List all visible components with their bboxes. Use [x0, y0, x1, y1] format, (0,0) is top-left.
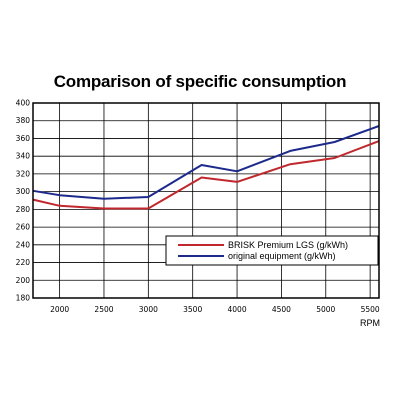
- y-tick-label: 400: [16, 99, 31, 108]
- x-tick-label: 2000: [50, 305, 69, 314]
- chart-title: Comparison of specific consumption: [53, 72, 347, 91]
- series-lines: [32, 125, 380, 210]
- y-tick-label: 300: [16, 187, 31, 196]
- x-tick-label: 3000: [139, 305, 158, 314]
- x-tick-label: 3500: [183, 305, 202, 314]
- y-tick-label: 380: [16, 116, 31, 125]
- legend-label-original: original equipment (g/kWh): [228, 251, 336, 261]
- legend-box: [165, 235, 379, 266]
- y-tick-label: 360: [16, 134, 31, 143]
- series-line-brisk: [32, 140, 380, 210]
- y-tick-label: 340: [16, 152, 31, 161]
- x-axis-ticks: 2000 2500 3000 3500 4000 4500 5000 5500: [50, 305, 380, 314]
- y-tick-label: 240: [16, 240, 31, 249]
- x-tick-label: 2500: [94, 305, 113, 314]
- x-axis-label: RPM: [360, 318, 380, 328]
- y-tick-label: 180: [16, 294, 31, 303]
- legend-label-brisk: BRISK Premium LGS (g/kWh): [228, 240, 348, 250]
- x-tick-label: 4500: [272, 305, 291, 314]
- y-tick-label: 320: [16, 169, 31, 178]
- plot-frame: [32, 102, 380, 299]
- legend: BRISK Premium LGS (g/kWh) original equip…: [165, 235, 379, 266]
- plot-area: [33, 103, 379, 298]
- y-tick-label: 220: [16, 258, 31, 267]
- y-tick-label: 260: [16, 223, 31, 232]
- y-tick-label: 280: [16, 205, 31, 214]
- x-tick-label: 5000: [316, 305, 335, 314]
- x-tick-label: 4000: [228, 305, 247, 314]
- x-tick-label: 5500: [361, 305, 380, 314]
- y-tick-label: 200: [16, 276, 31, 285]
- y-axis-ticks: 400 380 360 340 320 300 280 260 240 220 200 180: [16, 99, 31, 303]
- series-line-original: [32, 125, 380, 200]
